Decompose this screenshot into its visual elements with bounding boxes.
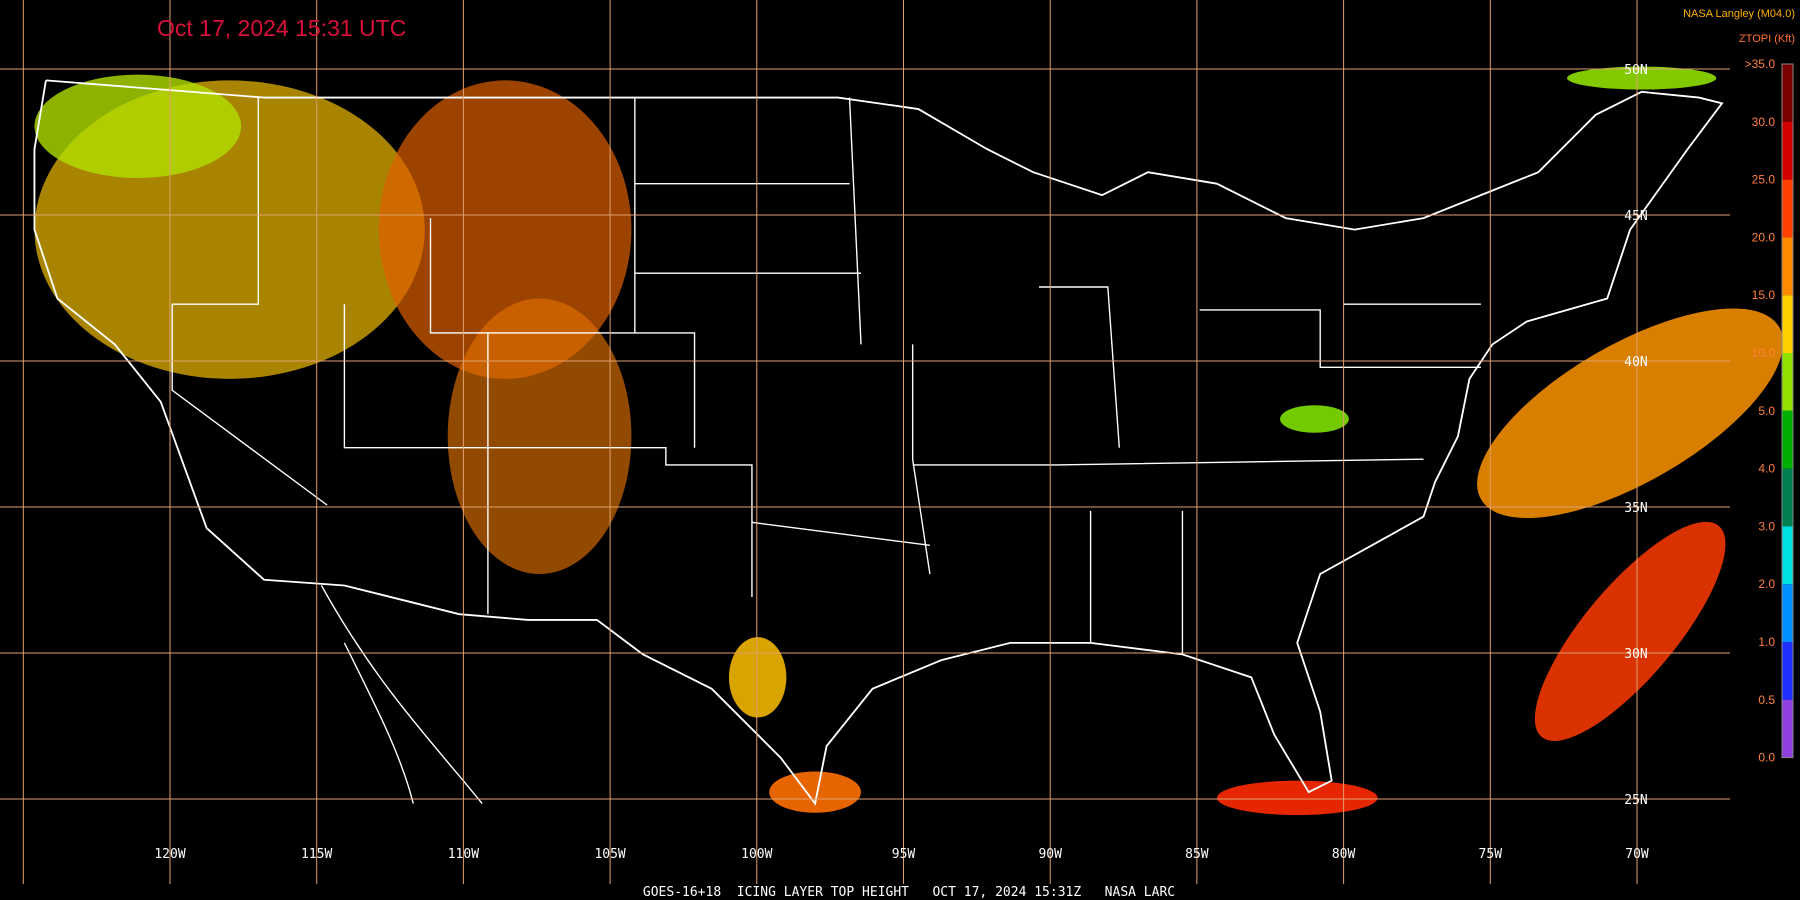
colorbar-label: 5.0 bbox=[1758, 404, 1775, 418]
longitude-label: 90W bbox=[1038, 847, 1062, 862]
colorbar-segment bbox=[1782, 699, 1793, 758]
colorbar-segment bbox=[1782, 353, 1793, 411]
colorbar-segment bbox=[1782, 642, 1793, 700]
colorbar-label: 1.0 bbox=[1758, 635, 1775, 649]
latitude-label: 25N bbox=[1624, 793, 1647, 808]
colorbar-segment bbox=[1782, 121, 1793, 180]
longitude-label: 95W bbox=[892, 847, 916, 862]
cloud-gulf bbox=[769, 771, 861, 813]
longitude-label: 70W bbox=[1625, 847, 1649, 862]
cloud-rockies bbox=[378, 80, 632, 379]
latitude-label: 35N bbox=[1624, 501, 1647, 516]
colorbar-label: 3.0 bbox=[1758, 519, 1775, 533]
mexico-coast bbox=[320, 585, 483, 805]
cloud-southwest bbox=[447, 298, 632, 574]
colorbar-label: 2.0 bbox=[1758, 577, 1775, 591]
footer-caption: GOES-16+18 ICING LAYER TOP HEIGHT OCT 17… bbox=[643, 885, 1175, 900]
colorbar-frame bbox=[1781, 63, 1794, 759]
cloud-appalachia bbox=[1280, 405, 1349, 433]
units: ZTOPI (Kft) bbox=[1739, 33, 1795, 45]
longitude-label: 115W bbox=[301, 847, 332, 862]
longitude-label: 105W bbox=[594, 847, 625, 862]
latitude-label: 30N bbox=[1624, 647, 1647, 662]
colorbar-label: 15.0 bbox=[1752, 288, 1776, 302]
colorbar-segment bbox=[1782, 237, 1793, 296]
colorbar-label: 10.0 bbox=[1752, 346, 1776, 360]
colorbar-segment bbox=[1782, 64, 1793, 122]
longitude-label: 80W bbox=[1332, 847, 1356, 862]
longitude-label: 85W bbox=[1185, 847, 1209, 862]
longitude-label: 110W bbox=[448, 847, 479, 862]
longitude-label: 120W bbox=[154, 847, 185, 862]
longitude-label: 75W bbox=[1479, 847, 1503, 862]
latitude-label: 40N bbox=[1624, 355, 1647, 370]
credit: NASA Langley (M04.0) bbox=[1683, 8, 1795, 20]
colorbar-segment bbox=[1782, 584, 1793, 642]
colorbar-label: 4.0 bbox=[1758, 462, 1775, 476]
colorbar-segment bbox=[1782, 410, 1793, 469]
colorbar-label: 30.0 bbox=[1752, 115, 1776, 129]
cloud-florida bbox=[1216, 780, 1378, 816]
cloud-bahamas bbox=[1534, 521, 1726, 741]
cloud-texas bbox=[728, 637, 787, 718]
colorbar-segment bbox=[1782, 468, 1793, 527]
latitude-label: 45N bbox=[1624, 209, 1647, 224]
colorbar-label: 25.0 bbox=[1752, 173, 1776, 187]
colorbar-label: >35.0 bbox=[1745, 57, 1776, 71]
title: Oct 17, 2024 15:31 UTC bbox=[157, 15, 406, 41]
cloud-northwest bbox=[34, 74, 242, 178]
latitude-label: 50N bbox=[1624, 63, 1647, 78]
cloud-quebec bbox=[1567, 66, 1717, 90]
colorbar-segment bbox=[1782, 179, 1793, 238]
coastline-border bbox=[33, 79, 1724, 806]
colorbar-segment bbox=[1782, 295, 1793, 353]
colorbar-label: 0.5 bbox=[1758, 693, 1775, 707]
longitude-label: 100W bbox=[741, 847, 772, 862]
colorbar-segment bbox=[1782, 526, 1793, 585]
colorbar-label: 0.0 bbox=[1758, 751, 1775, 765]
colorbar-label: 20.0 bbox=[1752, 230, 1776, 244]
